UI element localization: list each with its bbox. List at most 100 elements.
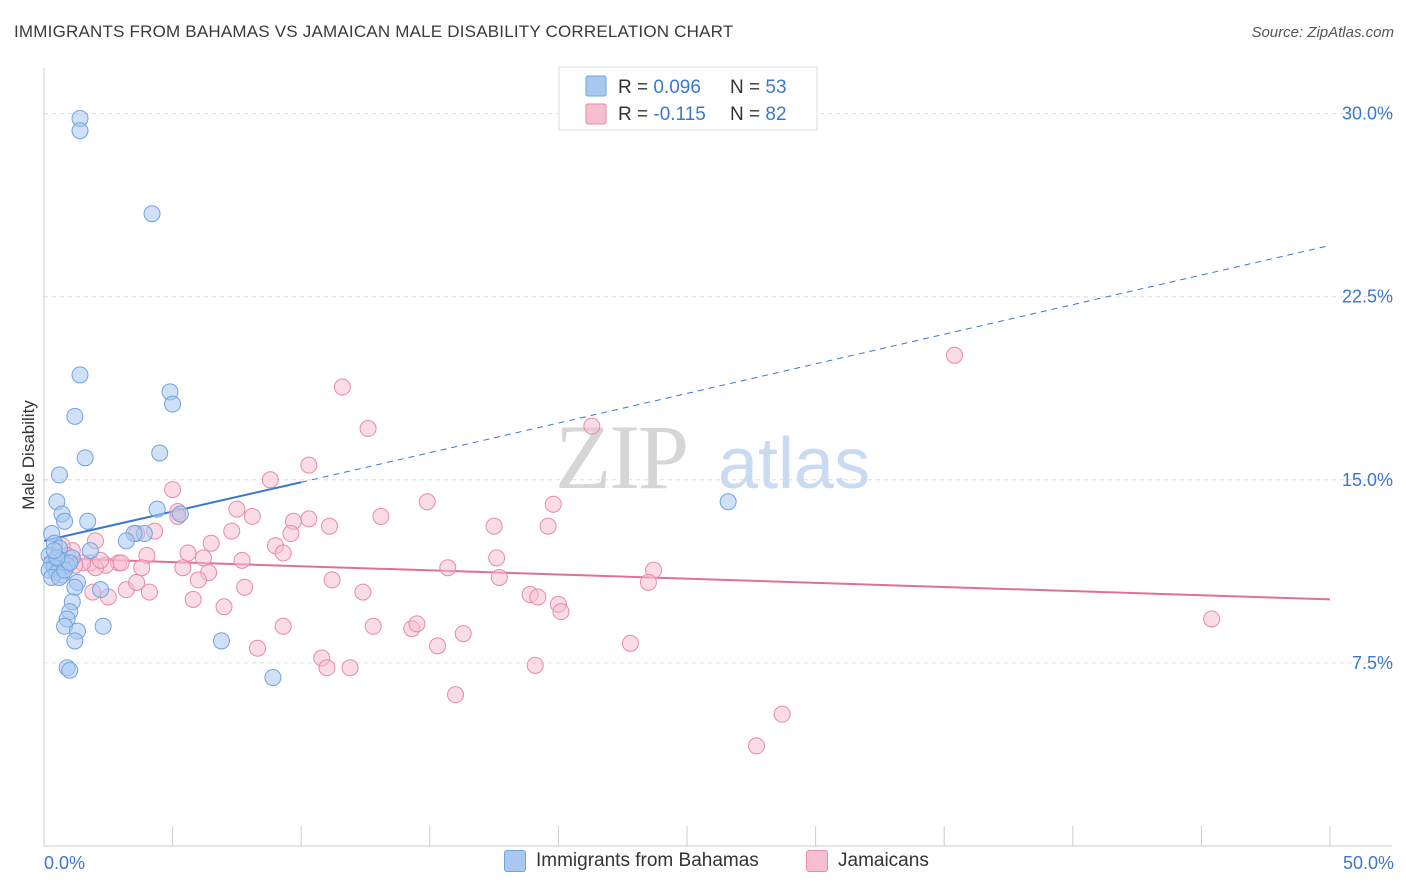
bahamas-point: [66, 578, 84, 596]
bahamas-point: [71, 366, 89, 384]
x-tick-label-min: 0.0%: [44, 853, 85, 873]
bahamas-point: [151, 444, 169, 462]
bahamas-point: [148, 500, 166, 518]
jamaicans-point: [408, 615, 426, 633]
jamaicans-point: [140, 583, 158, 601]
y-tick-labels: 7.5% 15.0% 22.5% 30.0%: [1342, 104, 1393, 673]
bahamas-point: [61, 661, 79, 679]
bahamas-point: [50, 466, 68, 484]
bahamas-point: [45, 542, 63, 560]
bahamas-point: [171, 505, 189, 523]
jamaicans-point: [184, 590, 202, 608]
jamaicans-point: [320, 517, 338, 535]
jamaicans-point: [583, 417, 601, 435]
bahamas-point: [264, 669, 282, 687]
jamaicans-point: [112, 554, 130, 572]
bahamas-point: [56, 512, 74, 530]
jamaicans-point: [300, 510, 318, 528]
jamaicans-point: [233, 551, 251, 569]
bahamas-point: [143, 205, 161, 223]
bahamas-point: [164, 395, 182, 413]
jamaicans-point: [194, 549, 212, 567]
jamaicans-point: [354, 583, 372, 601]
jamaicans-point: [92, 551, 110, 569]
jamaicans-point: [454, 625, 472, 643]
jamaicans-point: [447, 686, 465, 704]
y-axis-title: Male Disability: [19, 400, 38, 510]
trend-lines: [43, 244, 1331, 601]
jamaicans-point: [282, 525, 300, 543]
bahamas-point: [92, 581, 110, 599]
jamaicans-point: [179, 544, 197, 562]
jamaicans-point: [318, 659, 336, 677]
series-legend: Immigrants from Bahamas Jamaicans: [0, 850, 1406, 880]
bahamas-point: [76, 449, 94, 467]
svg-text:R = 0.096: R = 0.096: [618, 77, 701, 98]
bahamas-swatch: [504, 850, 526, 872]
jamaicans-point: [202, 534, 220, 552]
data-points: [40, 110, 1221, 755]
jamaicans-point: [243, 507, 261, 525]
jamaicans-point: [529, 588, 547, 606]
bahamas-point: [81, 542, 99, 560]
legend-label-bahamas: Immigrants from Bahamas: [536, 850, 759, 871]
jamaicans-point: [639, 573, 657, 591]
jamaicans-point: [189, 571, 207, 589]
jamaicans-point: [526, 656, 544, 674]
jamaicans-point: [364, 617, 382, 635]
legend-n-value: 53: [765, 77, 786, 98]
jamaicans-point: [333, 378, 351, 396]
watermark: ZIP atlas: [555, 406, 870, 508]
jamaicans-point: [133, 559, 151, 577]
correlation-legend: R = 0.096 N = 53 R = -0.115 N = 82: [558, 66, 818, 131]
svg-text:ZIP: ZIP: [555, 406, 687, 508]
jamaicans-point: [485, 517, 503, 535]
jamaicans-point: [372, 507, 390, 525]
jamaicans-trend-line: [43, 556, 1331, 601]
legend-label-jamaicans: Jamaicans: [838, 850, 929, 871]
bahamas-point: [79, 512, 97, 530]
jamaicans-point: [747, 737, 765, 755]
legend-r-value: 0.096: [653, 77, 701, 98]
chart-title: IMMIGRANTS FROM BAHAMAS VS JAMAICAN MALE…: [14, 22, 734, 41]
jamaicans-point: [552, 603, 570, 621]
bahamas-point: [94, 617, 112, 635]
jamaicans-point: [490, 568, 508, 586]
jamaicans-point: [488, 549, 506, 567]
jamaicans-point: [539, 517, 557, 535]
legend-item-jamaicans[interactable]: Jamaicans: [806, 850, 929, 872]
jamaicans-point: [429, 637, 447, 655]
jamaicans-point: [274, 617, 292, 635]
bahamas-point: [71, 122, 89, 140]
bahamas-point: [66, 407, 84, 425]
jamaicans-point: [274, 544, 292, 562]
jamaicans-point: [544, 495, 562, 513]
jamaicans-point: [945, 346, 963, 364]
source-label: Source: ZipAtlas.com: [1251, 24, 1394, 41]
legend-swatch-jamaicans: [585, 103, 607, 125]
bahamas-point: [212, 632, 230, 650]
jamaicans-point: [621, 634, 639, 652]
jamaicans-point: [341, 659, 359, 677]
svg-text:N = 53: N = 53: [730, 77, 787, 98]
legend-n-label: N =: [730, 77, 765, 98]
legend-n-label: N =: [730, 104, 765, 125]
svg-text:N = 82: N = 82: [730, 104, 787, 125]
legend-r-value: -0.115: [653, 104, 705, 125]
jamaicans-point: [236, 578, 254, 596]
legend-r-label: R =: [618, 77, 653, 98]
y-tick-label: 7.5%: [1352, 653, 1393, 673]
legend-item-bahamas[interactable]: Immigrants from Bahamas: [504, 850, 759, 872]
jamaicans-swatch: [806, 850, 828, 872]
jamaicans-point: [215, 598, 233, 616]
legend-n-value: 82: [765, 104, 786, 125]
jamaicans-point: [418, 493, 436, 511]
jamaicans-point: [1203, 610, 1221, 628]
y-tick-label: 22.5%: [1342, 287, 1393, 307]
jamaicans-point: [323, 571, 341, 589]
jamaicans-point: [300, 456, 318, 474]
jamaicans-point: [223, 522, 241, 540]
jamaicans-point: [359, 420, 377, 438]
y-tick-label: 15.0%: [1342, 470, 1393, 490]
bahamas-point: [117, 532, 135, 550]
